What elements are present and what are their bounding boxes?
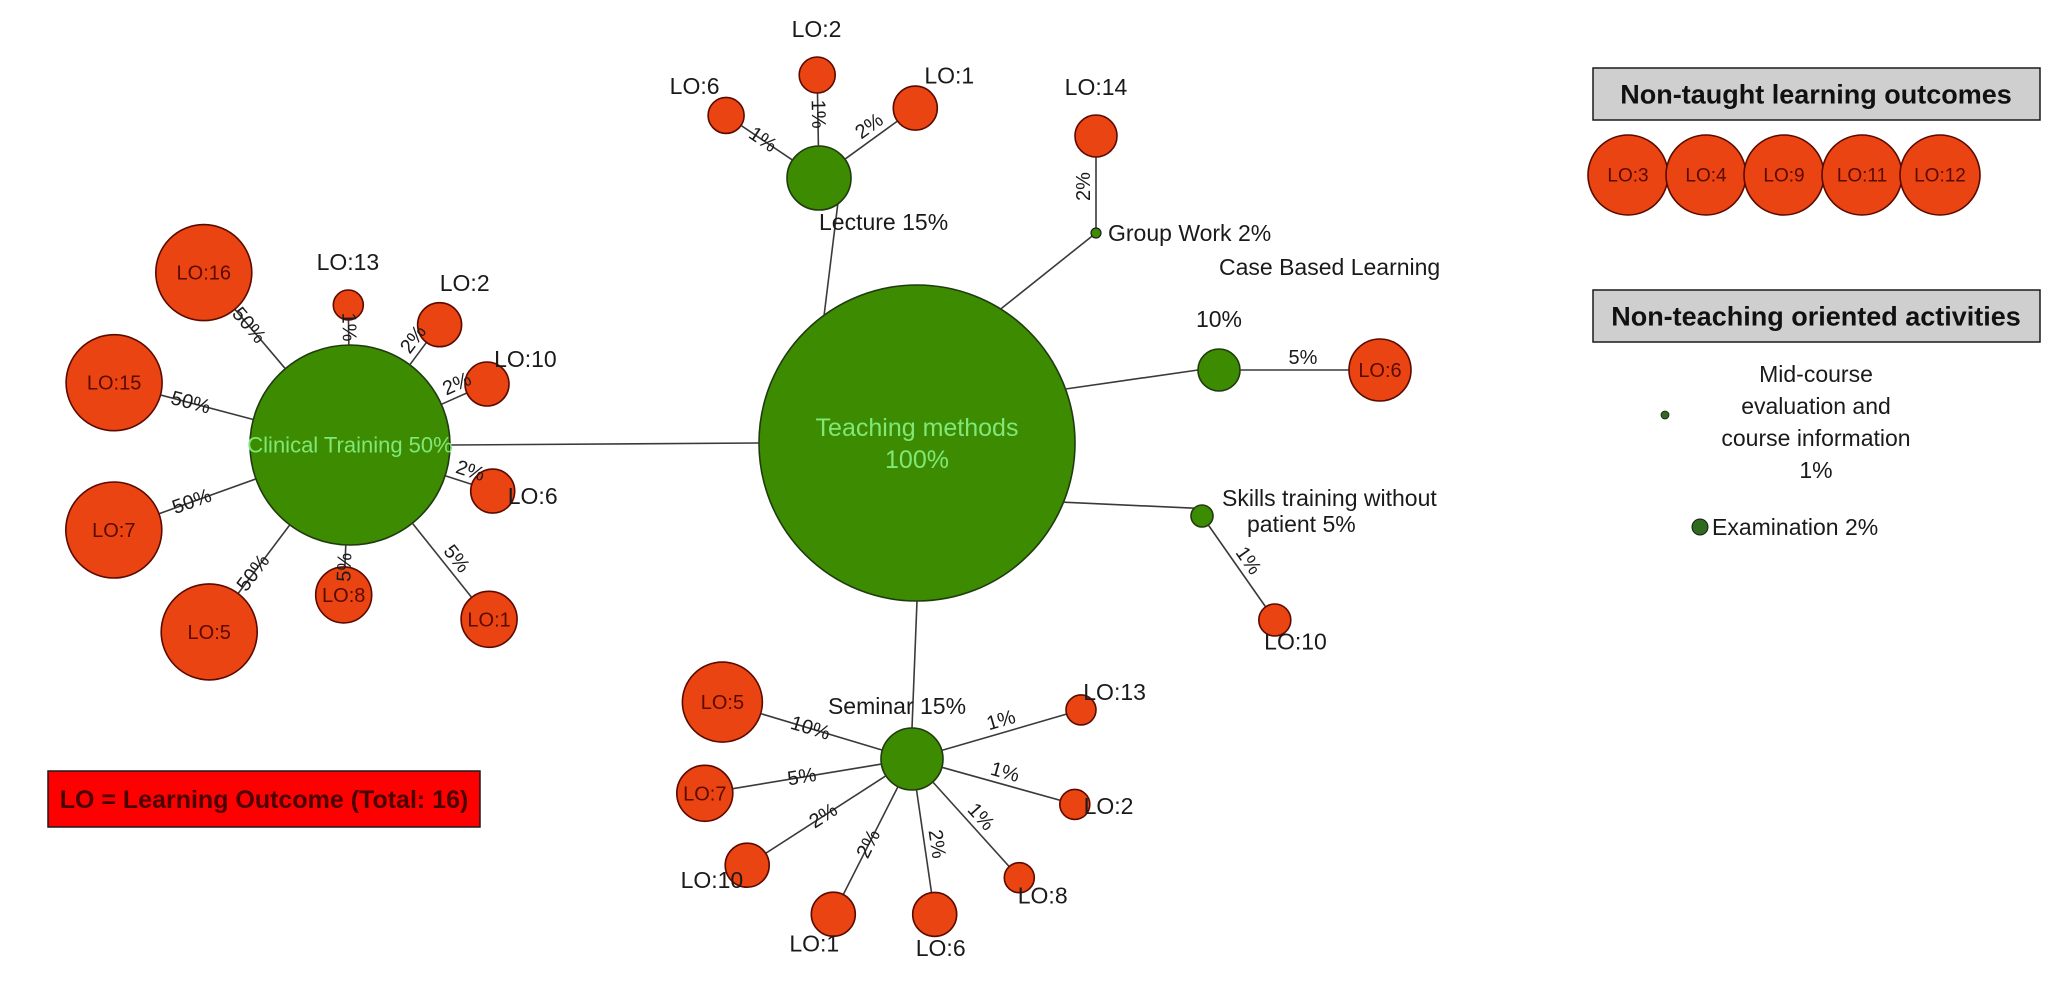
- svg-text:LO:5: LO:5: [188, 622, 231, 644]
- svg-text:LO:13: LO:13: [1083, 679, 1146, 705]
- svg-text:evaluation and: evaluation and: [1741, 393, 1891, 419]
- svg-text:10%: 10%: [1196, 306, 1242, 332]
- svg-text:LO:13: LO:13: [317, 249, 380, 275]
- svg-text:Group Work 2%: Group Work 2%: [1108, 220, 1271, 246]
- svg-text:LO = Learning Outcome (Total:: LO = Learning Outcome (Total: 16): [60, 786, 469, 814]
- svg-text:2%: 2%: [1073, 172, 1095, 201]
- svg-text:Skills training without: Skills training without: [1222, 485, 1437, 511]
- svg-text:2%: 2%: [924, 828, 950, 860]
- svg-text:5%: 5%: [333, 552, 356, 582]
- svg-text:100%: 100%: [885, 446, 949, 474]
- svg-text:5%: 5%: [1289, 347, 1318, 369]
- svg-text:LO:2: LO:2: [440, 270, 490, 296]
- svg-text:Lecture 15%: Lecture 15%: [819, 209, 948, 235]
- svg-text:LO:6: LO:6: [1358, 360, 1401, 382]
- svg-text:LO:6: LO:6: [916, 935, 966, 961]
- svg-text:LO:2: LO:2: [792, 16, 842, 42]
- svg-text:course information: course information: [1721, 425, 1910, 451]
- svg-text:1%: 1%: [807, 99, 830, 129]
- svg-text:LO:14: LO:14: [1065, 74, 1128, 100]
- svg-text:Seminar 15%: Seminar 15%: [828, 693, 966, 719]
- svg-text:LO:12: LO:12: [1914, 166, 1966, 187]
- svg-text:Clinical Training 50%: Clinical Training 50%: [247, 433, 452, 458]
- svg-text:Teaching methods: Teaching methods: [816, 414, 1019, 442]
- svg-text:5%: 5%: [786, 764, 818, 790]
- svg-text:LO:15: LO:15: [87, 373, 141, 395]
- svg-text:LO:2: LO:2: [1084, 793, 1134, 819]
- svg-text:LO:1: LO:1: [789, 931, 839, 957]
- svg-text:LO:3: LO:3: [1607, 166, 1648, 187]
- svg-text:LO:7: LO:7: [683, 783, 726, 805]
- svg-text:Non-taught learning outcomes: Non-taught learning outcomes: [1620, 79, 2012, 109]
- svg-text:LO:5: LO:5: [701, 692, 744, 714]
- svg-text:LO:10: LO:10: [1264, 629, 1327, 655]
- svg-text:LO:7: LO:7: [92, 520, 135, 542]
- svg-text:LO:6: LO:6: [508, 483, 558, 509]
- svg-text:patient 5%: patient 5%: [1247, 511, 1356, 537]
- svg-text:LO:1: LO:1: [467, 609, 510, 631]
- svg-text:Examination 2%: Examination 2%: [1712, 514, 1878, 540]
- svg-text:1%: 1%: [337, 312, 359, 341]
- svg-text:Non-teaching oriented activiti: Non-teaching oriented activities: [1611, 301, 2021, 331]
- svg-text:Case Based Learning: Case Based Learning: [1219, 254, 1440, 280]
- svg-text:LO:6: LO:6: [670, 73, 720, 99]
- svg-text:LO:10: LO:10: [494, 346, 557, 372]
- svg-text:Mid-course: Mid-course: [1759, 361, 1873, 387]
- svg-text:LO:11: LO:11: [1837, 166, 1887, 187]
- svg-text:LO:10: LO:10: [681, 867, 744, 893]
- svg-text:LO:8: LO:8: [322, 585, 365, 607]
- svg-text:LO:9: LO:9: [1763, 166, 1804, 187]
- svg-text:LO:16: LO:16: [177, 263, 231, 285]
- svg-text:1%: 1%: [1799, 457, 1832, 483]
- svg-text:LO:1: LO:1: [924, 62, 974, 88]
- svg-text:LO:8: LO:8: [1018, 883, 1068, 909]
- svg-text:LO:4: LO:4: [1685, 166, 1727, 187]
